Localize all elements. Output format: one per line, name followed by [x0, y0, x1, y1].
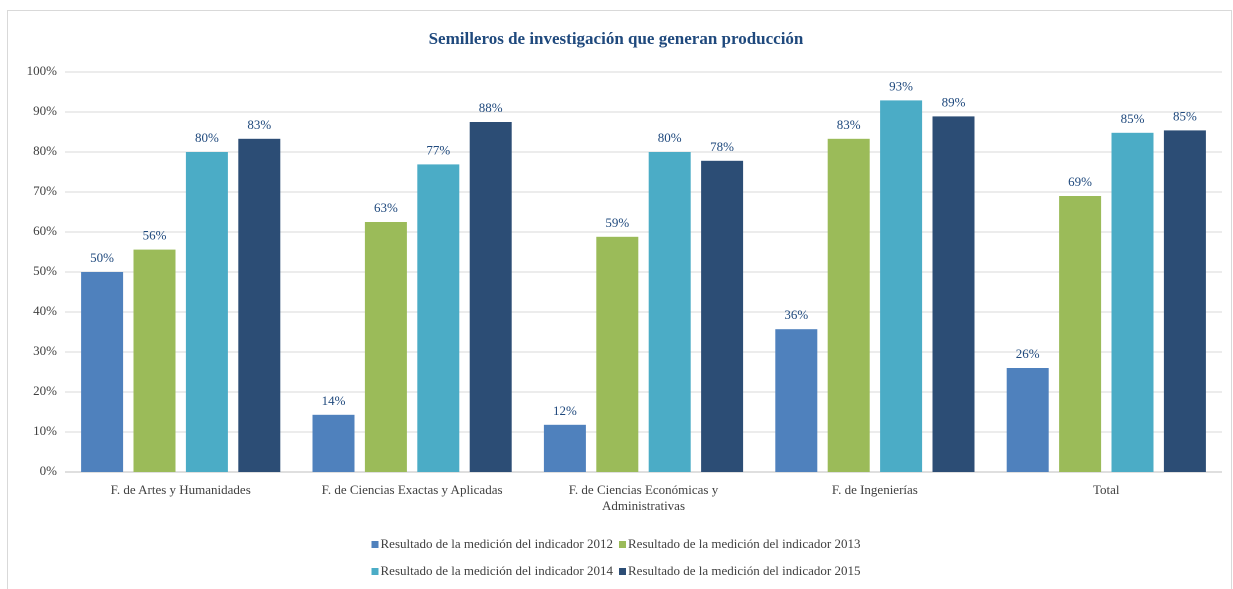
data-label: 80%	[658, 130, 682, 145]
bar	[596, 236, 639, 472]
legend-label: Resultado de la medición del indicador 2…	[628, 563, 861, 578]
bar	[648, 152, 691, 472]
bar	[238, 138, 281, 473]
data-label: 36%	[784, 307, 808, 322]
x-tick-label: F. de Ciencias Exactas y Aplicadas	[321, 482, 503, 497]
data-label: 77%	[426, 142, 450, 157]
x-tick-label: F. de Ciencias Económicas y Administrati…	[568, 482, 719, 513]
data-label: 12%	[553, 403, 577, 418]
x-tick-label: F. de Artes y Humanidades	[110, 482, 251, 497]
data-label: 83%	[837, 117, 861, 132]
data-label: 26%	[1016, 346, 1040, 361]
data-label: 14%	[322, 393, 346, 408]
bar	[701, 160, 744, 473]
bar	[1059, 196, 1102, 472]
data-label: 69%	[1068, 174, 1092, 189]
chart-frame	[7, 10, 1232, 589]
data-label: 80%	[195, 130, 219, 145]
bar	[185, 152, 228, 472]
bar	[469, 122, 512, 472]
data-label: 50%	[90, 250, 114, 265]
legend-swatch	[371, 541, 379, 548]
data-label: 83%	[247, 117, 271, 132]
y-tick-label: 50%	[33, 263, 57, 278]
legend-swatch	[619, 541, 626, 548]
y-tick-label: 10%	[33, 423, 57, 438]
y-tick-label: 40%	[33, 303, 57, 318]
data-label: 59%	[605, 215, 629, 230]
y-tick-label: 70%	[33, 183, 57, 198]
y-tick-label: 0%	[40, 463, 58, 478]
data-label: 88%	[479, 100, 503, 115]
data-label: 85%	[1173, 108, 1197, 123]
legend-label: Resultado de la medición del indicador 2…	[381, 536, 614, 551]
data-label: 85%	[1121, 111, 1145, 126]
y-tick-label: 90%	[33, 103, 57, 118]
bar	[81, 272, 124, 472]
chart-title: Semilleros de investigación que generan …	[429, 29, 804, 48]
legend-label: Resultado de la medición del indicador 2…	[628, 536, 861, 551]
data-label: 56%	[143, 228, 167, 243]
bar	[364, 222, 407, 472]
bar	[133, 249, 176, 472]
x-tick-label: F. de Ingenierías	[831, 482, 918, 497]
bar	[1006, 368, 1049, 472]
bar	[1111, 132, 1154, 473]
bar	[775, 329, 818, 472]
data-label: 78%	[710, 139, 734, 154]
legend-swatch	[371, 568, 379, 575]
legend-label: Resultado de la medición del indicador 2…	[381, 563, 614, 578]
legend-swatch	[619, 568, 626, 575]
y-tick-label: 80%	[33, 143, 57, 158]
y-tick-label: 60%	[33, 223, 57, 238]
bar	[827, 138, 870, 473]
bar	[312, 414, 355, 472]
data-label: 89%	[942, 94, 966, 109]
data-label: 63%	[374, 200, 398, 215]
x-tick-label: Total	[1093, 482, 1120, 497]
bar	[417, 164, 460, 472]
y-tick-label: 30%	[33, 343, 57, 358]
bar	[543, 424, 586, 472]
data-label: 93%	[889, 78, 913, 93]
y-tick-label: 100%	[27, 63, 58, 78]
bar	[880, 100, 923, 473]
bar	[1163, 130, 1206, 472]
bar	[932, 116, 975, 473]
y-tick-label: 20%	[33, 383, 57, 398]
